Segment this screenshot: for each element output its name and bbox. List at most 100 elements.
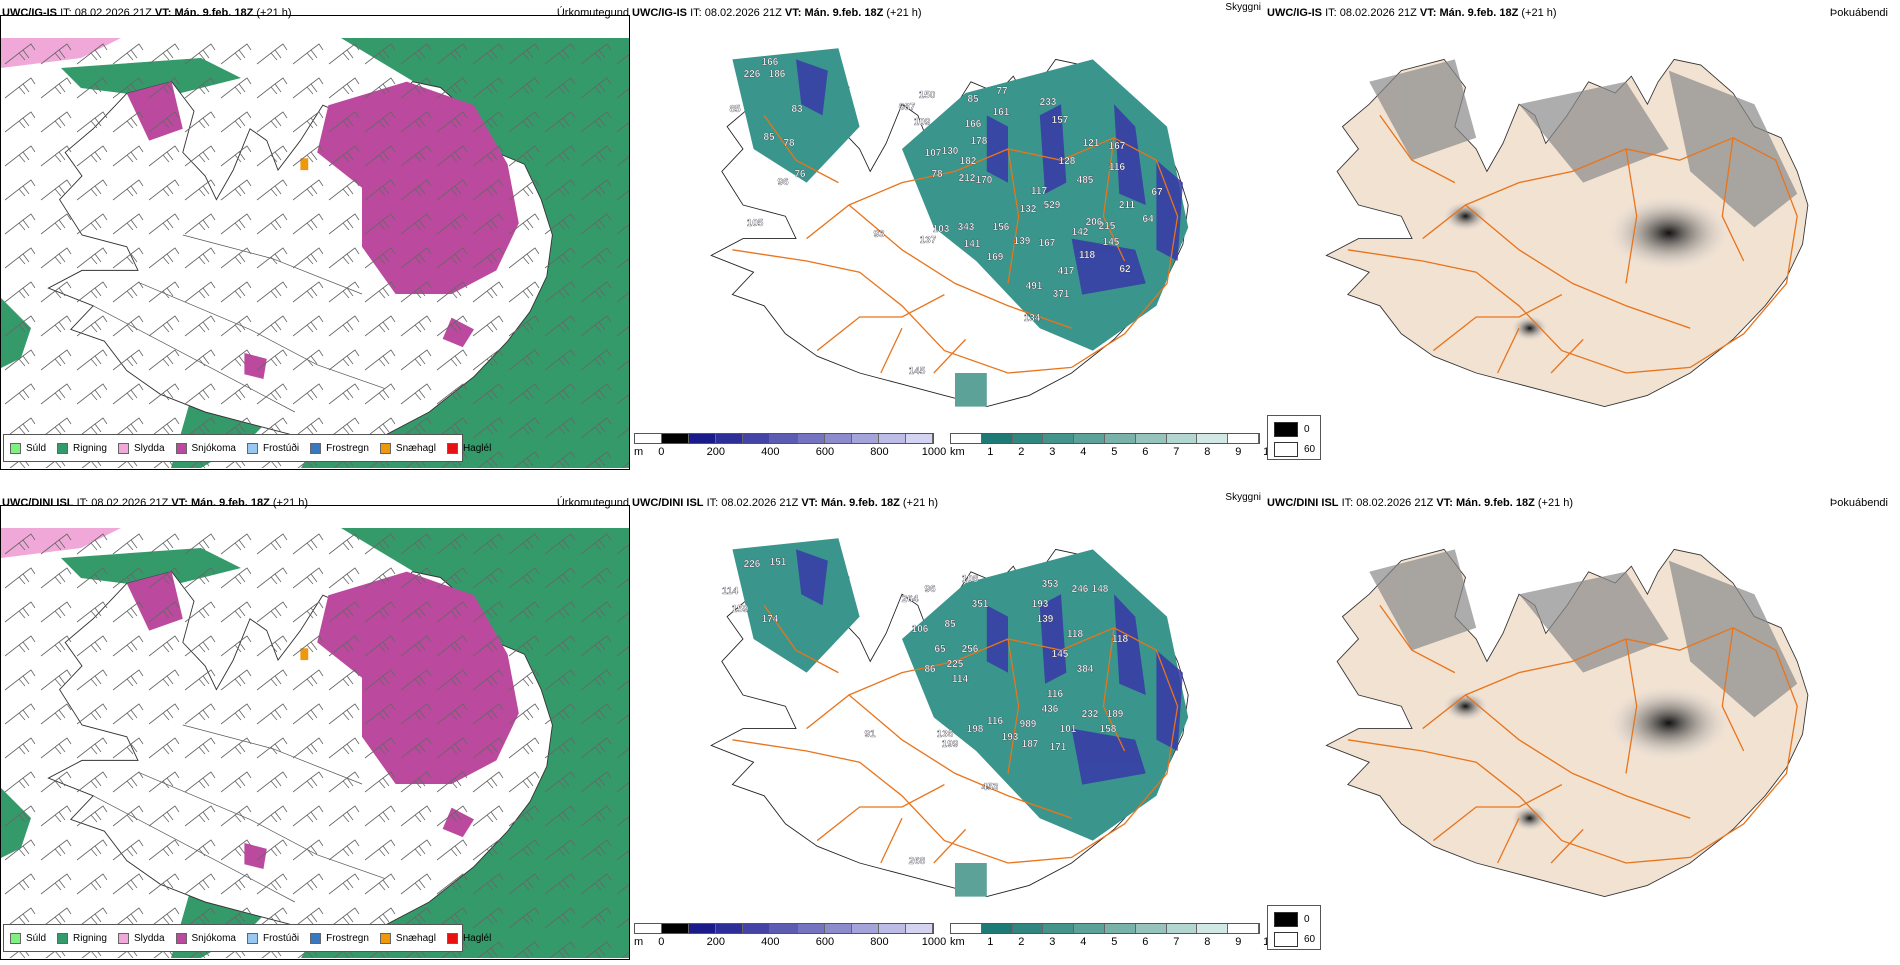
legend-label: Snæhagl [395, 932, 436, 944]
colorbar-step [1197, 924, 1229, 933]
legend-label: Súld [26, 442, 47, 454]
snow-depth-label: 65 [934, 644, 946, 655]
precip-type-map [1, 38, 629, 468]
visibility-panel: 166 226 186 85 83 85 78 76 96 105 93 150 687 109 107 13… [630, 0, 1321, 475]
snow-depth-label: 161 [993, 107, 1010, 118]
legend-item: Snjókoma [175, 442, 236, 454]
snow-depth-label: 182 [960, 156, 977, 167]
colorbar-step [635, 434, 663, 443]
snow-depth-label: 101 [1060, 724, 1077, 735]
header-lead: (+21 h) [902, 497, 939, 509]
fog-legend-swatch [1274, 932, 1298, 947]
colorbar-step [689, 434, 717, 443]
header-it-label: IT: [706, 497, 719, 509]
header-vt-value: Mán. 9.feb. 18Z [820, 497, 900, 509]
snow-depth-label: 174 [762, 614, 779, 625]
colorbar-step [981, 924, 1013, 933]
visibility-ticks: km12345678910 [950, 936, 1275, 950]
legend-swatch [446, 932, 458, 944]
snow-depth-label: 187 [1022, 739, 1039, 750]
colorbar-unit: km [950, 446, 965, 458]
header-lead: (+21 h) [1521, 7, 1557, 19]
colorbar-tick: 3 [1049, 446, 1056, 458]
snow-depth-label: 171 [1050, 742, 1067, 753]
legend-label: Snjókoma [191, 932, 236, 944]
snow-depth-label: 114 [722, 586, 739, 597]
visibility-ticks: km12345678910 [950, 446, 1275, 460]
legend-swatch [57, 442, 69, 454]
header-vt-label: VT: [801, 497, 818, 509]
fog-legend-label: 0 [1304, 424, 1310, 435]
fog-legend-label: 0 [1304, 914, 1310, 925]
legend-item: Snæhagl [379, 442, 436, 454]
snow-depth-label: 117 [1031, 186, 1048, 197]
panel-header: UWC/DINI ISL IT: 08.02.2026 21Z VT: Mán.… [632, 497, 938, 509]
snow-depth-label: 118 [1079, 250, 1096, 261]
header-model: UWC/DINI ISL [2, 497, 74, 509]
header-it-label: IT: [1325, 7, 1337, 19]
snow-depth-label: 77 [996, 86, 1008, 97]
snow-depth-label: 225 [947, 659, 964, 670]
colorbar-step [797, 434, 825, 443]
snow-depth-label: 139 [1037, 614, 1054, 625]
snow-depth-label: 128 [1059, 156, 1076, 167]
legend-swatch [117, 932, 129, 944]
colorbar-step [878, 434, 906, 443]
legend-item: Slydda [117, 932, 165, 944]
map-frame: Súld Rigning Slydda Snjókoma Frostúði Frostre… [0, 15, 630, 470]
legend-item: Súld [10, 932, 47, 944]
snow-depth-label: 384 [1077, 664, 1094, 675]
legend-swatch [117, 442, 129, 454]
colorbar-tick: 600 [815, 936, 835, 948]
snow-depth-label: 226 [744, 69, 761, 80]
snow-depth-label: 199 [942, 739, 959, 750]
snow-depth-label: 139 [1014, 236, 1031, 247]
snow-depth-label: 189 [1107, 709, 1124, 720]
legend-label: Rigning [73, 932, 107, 944]
precip-type-map [1, 528, 629, 958]
legend-label: Haglél [462, 932, 492, 944]
legend-label: Frostregn [326, 932, 369, 944]
legend-swatch [379, 442, 391, 454]
snow-depth-label: 83 [791, 104, 803, 115]
colorbar-tick: 7 [1173, 936, 1180, 948]
map-frame: Súld Rigning Slydda Snjókoma Frostúði Frostre… [0, 505, 630, 960]
snow-depth-label: 186 [769, 69, 786, 80]
colorbar-tick: 6 [1142, 446, 1149, 458]
legend-swatch [446, 442, 458, 454]
snow-depth-label: 105 [747, 218, 764, 229]
colorbar-step [743, 924, 771, 933]
legend-swatch [246, 932, 258, 944]
snow-depth-label: 343 [958, 222, 975, 233]
legend-swatch [246, 442, 258, 454]
snow-depth-label: 85 [729, 104, 741, 115]
colorbar-step [770, 924, 798, 933]
colorbar-step [743, 434, 771, 443]
snow-depth-label: 151 [770, 557, 787, 568]
colorbar-step [1166, 434, 1198, 443]
colorbar-tick: 7 [1173, 446, 1180, 458]
panel-header: UWC/IG-IS IT: 08.02.2026 21Z VT: Mán. 9.… [632, 7, 922, 19]
legend-label: Súld [26, 932, 47, 944]
snow-depth-label: 436 [1042, 704, 1059, 715]
header-vt-label: VT: [154, 7, 172, 19]
snow-depth-label: 166 [965, 119, 982, 130]
header-vt-value: Mán. 9.feb. 18Z [190, 497, 270, 509]
snow-depth-label: 103 [933, 224, 950, 235]
snow-depth-label: 159 [732, 604, 749, 615]
fog-legend: 0 60 [1267, 415, 1321, 460]
header-it-label: IT: [1341, 497, 1354, 509]
legend-item: Rigning [57, 932, 107, 944]
snow-depth-label: 193 [1002, 732, 1019, 743]
fog-legend-label: 60 [1304, 934, 1316, 945]
colorbar-tick: 0 [658, 446, 665, 458]
snow-depth-label: 78 [783, 138, 795, 149]
colorbar-step [981, 434, 1013, 443]
snow-depth-label: 178 [971, 136, 988, 147]
colorbar-step [716, 924, 744, 933]
colorbar-tick: 9 [1235, 936, 1242, 948]
snow-depth-label: 211 [1119, 200, 1136, 211]
colorbar-step [1228, 434, 1259, 443]
colorbar-tick: 2 [1018, 446, 1025, 458]
